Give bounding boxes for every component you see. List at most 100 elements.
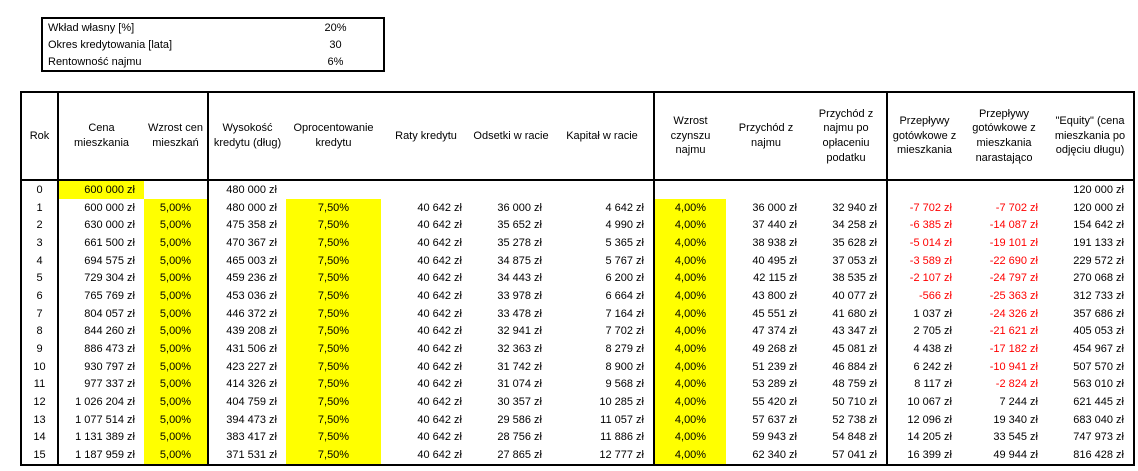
- cell-przeplywy-narastajaco[interactable]: -14 087 zł: [989, 219, 1038, 232]
- cell-cena-mieszkania[interactable]: 661 500 zł: [57, 234, 144, 252]
- cell-rok[interactable]: 7: [36, 307, 43, 320]
- cell-raty-kredytu[interactable]: [381, 180, 471, 199]
- cell-wysokosc-kredytu[interactable]: 453 036 zł: [207, 287, 286, 305]
- cell-equity[interactable]: 621 445 zł: [1073, 396, 1124, 409]
- cell-wysokosc-kredytu[interactable]: 475 358 zł: [207, 216, 286, 235]
- cell-wzrost-czynszu-najmu[interactable]: 4,00%: [653, 393, 726, 411]
- cell-przychod-po-podatku[interactable]: 35 628 zł: [832, 236, 877, 249]
- cell-kapital-w-racie[interactable]: 12 777 zł: [599, 449, 644, 462]
- cell-rok[interactable]: 2: [36, 219, 43, 232]
- cell-raty-kredytu[interactable]: 40 642 zł: [417, 201, 462, 214]
- cell-przychod-z-najmu[interactable]: 40 495 zł: [752, 254, 797, 267]
- cell-kapital-w-racie[interactable]: 4 990 zł: [605, 219, 644, 232]
- cell-przychod-z-najmu[interactable]: 53 289 zł: [752, 378, 797, 391]
- cell-wysokosc-kredytu[interactable]: 423 227 zł: [207, 357, 286, 376]
- cell-cena-mieszkania[interactable]: 1 187 959 zł: [57, 446, 144, 465]
- cell-przychod-z-najmu[interactable]: 57 637 zł: [752, 413, 797, 426]
- cell-odsetki-w-racie[interactable]: 28 756 zł: [497, 431, 542, 444]
- cell-przeplywy-gotowkowe[interactable]: -6 385 zł: [886, 216, 961, 235]
- cell-cena-mieszkania[interactable]: 765 769 zł: [57, 287, 144, 305]
- cell-odsetki-w-racie[interactable]: 31 074 zł: [497, 378, 542, 391]
- cell-raty-kredytu[interactable]: 40 642 zł: [417, 360, 462, 373]
- cell-przeplywy-narastajaco[interactable]: 7 244 zł: [999, 396, 1038, 409]
- cell-przychod-z-najmu[interactable]: 49 268 zł: [752, 343, 797, 356]
- cell-cena-mieszkania[interactable]: 930 797 zł: [57, 357, 144, 376]
- cell-przychod-po-podatku[interactable]: 45 081 zł: [832, 343, 877, 356]
- cell-kapital-w-racie[interactable]: 5 365 zł: [605, 236, 644, 249]
- cell-wzrost-cen-mieszkan[interactable]: 5,00%: [144, 393, 208, 411]
- cell-wzrost-cen-mieszkan[interactable]: 5,00%: [144, 375, 208, 394]
- cell-kapital-w-racie[interactable]: [551, 180, 654, 199]
- cell-przychod-po-podatku[interactable]: 40 077 zł: [832, 289, 877, 302]
- header-wysokosc-kredytu[interactable]: Wysokość kredytu (dług): [207, 92, 286, 181]
- cell-oprocentowanie-kredytu[interactable]: 7,50%: [286, 251, 381, 270]
- cell-odsetki-w-racie[interactable]: 33 478 zł: [497, 307, 542, 320]
- cell-rok[interactable]: 15: [33, 449, 46, 462]
- cell-przeplywy-narastajaco[interactable]: -24 326 zł: [989, 307, 1038, 320]
- cell-odsetki-w-racie[interactable]: 35 652 zł: [497, 219, 542, 232]
- cell-cena-mieszkania[interactable]: 1 026 204 zł: [57, 393, 144, 411]
- header-rok[interactable]: Rok: [21, 92, 58, 181]
- cell-odsetki-w-racie[interactable]: 36 000 zł: [497, 201, 542, 214]
- cell-wzrost-cen-mieszkan[interactable]: 5,00%: [144, 322, 208, 341]
- cell-odsetki-w-racie[interactable]: 33 978 zł: [497, 289, 542, 302]
- cell-param-label-okres-kredytowania[interactable]: Okres kredytowania [lata]: [48, 38, 173, 51]
- cell-wysokosc-kredytu[interactable]: 404 759 zł: [207, 393, 286, 411]
- cell-raty-kredytu[interactable]: 40 642 zł: [417, 431, 462, 444]
- cell-przeplywy-gotowkowe[interactable]: 10 067 zł: [886, 393, 961, 411]
- cell-wzrost-cen-mieszkan[interactable]: 5,00%: [144, 340, 208, 358]
- cell-equity[interactable]: 270 068 zł: [1073, 272, 1124, 285]
- cell-kapital-w-racie[interactable]: 7 702 zł: [605, 325, 644, 338]
- cell-przychod-po-podatku[interactable]: 38 535 zł: [832, 272, 877, 285]
- cell-rok[interactable]: 4: [36, 254, 43, 267]
- cell-odsetki-w-racie[interactable]: 35 278 zł: [497, 236, 542, 249]
- cell-przychod-po-podatku[interactable]: 57 041 zł: [832, 449, 877, 462]
- cell-przychod-po-podatku[interactable]: 43 347 zł: [832, 325, 877, 338]
- cell-oprocentowanie-kredytu[interactable]: 7,50%: [286, 428, 381, 447]
- cell-oprocentowanie-kredytu[interactable]: 7,50%: [286, 304, 381, 323]
- cell-raty-kredytu[interactable]: 40 642 zł: [417, 307, 462, 320]
- cell-raty-kredytu[interactable]: 40 642 zł: [417, 396, 462, 409]
- cell-cena-mieszkania[interactable]: 694 575 zł: [57, 251, 144, 270]
- cell-wzrost-czynszu-najmu[interactable]: 4,00%: [653, 304, 726, 323]
- cell-oprocentowanie-kredytu[interactable]: 7,50%: [286, 410, 381, 429]
- header-przychod-z-najmu[interactable]: Przychód z najmu: [726, 92, 806, 181]
- cell-przeplywy-gotowkowe[interactable]: 6 242 zł: [886, 357, 961, 376]
- cell-przychod-po-podatku[interactable]: [806, 180, 887, 199]
- cell-przychod-z-najmu[interactable]: 51 239 zł: [752, 360, 797, 373]
- cell-przeplywy-narastajaco[interactable]: -7 702 zł: [995, 201, 1038, 214]
- header-wzrost-cen-mieszkan[interactable]: Wzrost cen mieszkań: [144, 92, 208, 181]
- cell-rok[interactable]: 1: [36, 201, 43, 214]
- cell-przychod-z-najmu[interactable]: 45 551 zł: [752, 307, 797, 320]
- cell-kapital-w-racie[interactable]: 10 285 zł: [599, 396, 644, 409]
- cell-przychod-z-najmu[interactable]: 42 115 zł: [753, 272, 797, 285]
- cell-oprocentowanie-kredytu[interactable]: 7,50%: [286, 322, 381, 341]
- cell-wzrost-cen-mieszkan[interactable]: 5,00%: [144, 287, 208, 305]
- cell-przeplywy-gotowkowe[interactable]: 8 117 zł: [886, 375, 961, 394]
- cell-wzrost-czynszu-najmu[interactable]: 4,00%: [653, 234, 726, 252]
- cell-wzrost-cen-mieszkan[interactable]: [144, 180, 208, 199]
- cell-przychod-po-podatku[interactable]: 48 759 zł: [832, 378, 877, 391]
- cell-wysokosc-kredytu[interactable]: 470 367 zł: [207, 234, 286, 252]
- cell-raty-kredytu[interactable]: 40 642 zł: [417, 254, 462, 267]
- cell-cena-mieszkania[interactable]: 600 000 zł: [57, 198, 144, 217]
- header-oprocentowanie-kredytu[interactable]: Oprocentowanie kredytu: [286, 92, 381, 181]
- cell-przeplywy-narastajaco[interactable]: 19 340 zł: [993, 413, 1038, 426]
- cell-cena-mieszkania[interactable]: 729 304 zł: [57, 269, 144, 288]
- cell-przeplywy-narastajaco[interactable]: 49 944 zł: [993, 449, 1038, 462]
- cell-wzrost-czynszu-najmu[interactable]: 4,00%: [653, 251, 726, 270]
- cell-wzrost-czynszu-najmu[interactable]: 4,00%: [653, 198, 726, 217]
- header-cena-mieszkania[interactable]: Cena mieszkania: [57, 92, 144, 181]
- cell-kapital-w-racie[interactable]: 5 767 zł: [605, 254, 644, 267]
- cell-wysokosc-kredytu[interactable]: 371 531 zł: [207, 446, 286, 465]
- cell-raty-kredytu[interactable]: 40 642 zł: [417, 219, 462, 232]
- cell-wzrost-cen-mieszkan[interactable]: 5,00%: [144, 428, 208, 447]
- cell-equity[interactable]: 154 642 zł: [1073, 219, 1124, 232]
- cell-raty-kredytu[interactable]: 40 642 zł: [417, 272, 462, 285]
- cell-equity[interactable]: 357 686 zł: [1073, 307, 1124, 320]
- cell-oprocentowanie-kredytu[interactable]: 7,50%: [286, 340, 381, 358]
- cell-cena-mieszkania[interactable]: 886 473 zł: [57, 340, 144, 358]
- cell-rok[interactable]: 3: [36, 236, 43, 249]
- cell-kapital-w-racie[interactable]: 6 200 zł: [605, 272, 644, 285]
- cell-kapital-w-racie[interactable]: 11 057 zł: [600, 413, 644, 426]
